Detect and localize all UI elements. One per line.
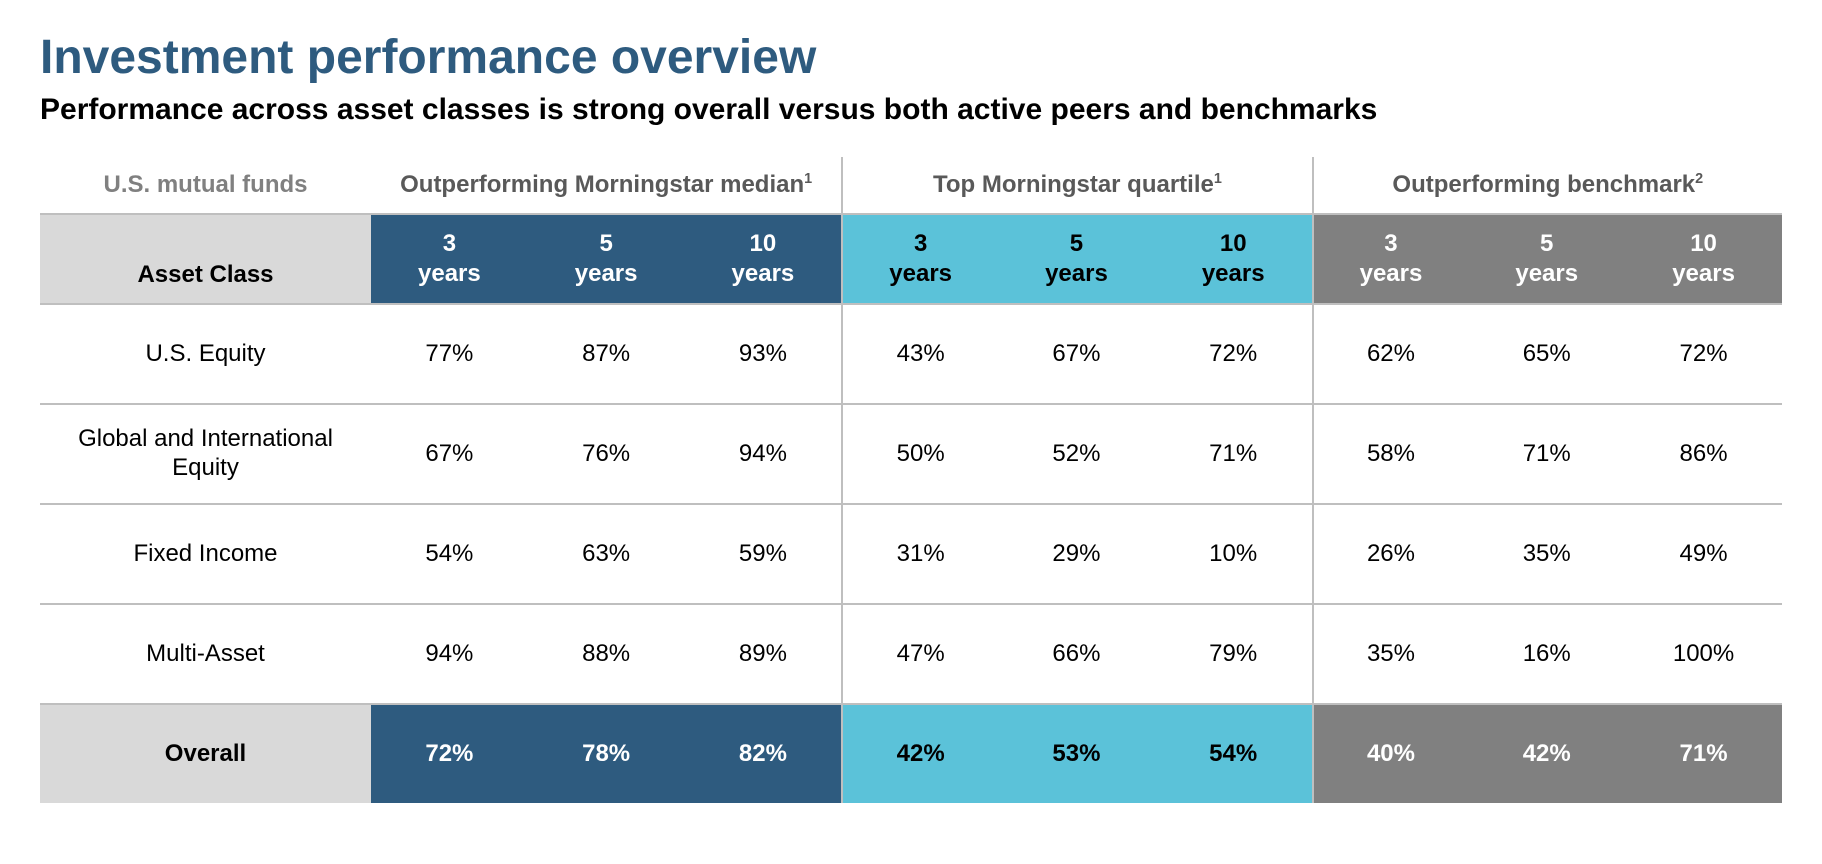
table-cell: 16%	[1468, 605, 1625, 705]
row-label: Fixed Income	[40, 505, 371, 605]
row-label: U.S. Equity	[40, 305, 371, 405]
overall-label: Overall	[40, 705, 371, 803]
table-cell: 31%	[841, 505, 998, 605]
table-cell: 43%	[841, 305, 998, 405]
table-cell: 72%	[1155, 305, 1312, 405]
table-cell: 67%	[371, 405, 528, 505]
overall-cell: 42%	[1468, 705, 1625, 803]
group-header-sup: 1	[804, 171, 812, 187]
period-header: 5years	[528, 215, 685, 305]
overall-cell: 42%	[841, 705, 998, 803]
table-cell: 65%	[1468, 305, 1625, 405]
period-header: 10years	[1155, 215, 1312, 305]
table-cell: 71%	[1155, 405, 1312, 505]
table-cell: 26%	[1312, 505, 1469, 605]
table-row: Global and International Equity67%76%94%…	[40, 405, 1782, 505]
group-header-label: Top Morningstar quartile	[933, 171, 1214, 198]
table-cell: 29%	[998, 505, 1155, 605]
table-cell: 77%	[371, 305, 528, 405]
period-header: 5years	[998, 215, 1155, 305]
period-header: 3years	[1312, 215, 1469, 305]
overall-cell: 82%	[685, 705, 842, 803]
group-header-sup: 2	[1695, 171, 1703, 187]
table-body: U.S. Equity77%87%93%43%67%72%62%65%72%Gl…	[40, 305, 1782, 803]
table-cell: 87%	[528, 305, 685, 405]
period-header: 10years	[685, 215, 842, 305]
table-cell: 72%	[1625, 305, 1782, 405]
table-cell: 50%	[841, 405, 998, 505]
table-cell: 79%	[1155, 605, 1312, 705]
overall-cell: 53%	[998, 705, 1155, 803]
overall-cell: 72%	[371, 705, 528, 803]
group-header-row: U.S. mutual funds Outperforming Mornings…	[40, 157, 1782, 215]
table-cell: 35%	[1312, 605, 1469, 705]
table-cell: 71%	[1468, 405, 1625, 505]
row-label: Multi-Asset	[40, 605, 371, 705]
table-cell: 94%	[685, 405, 842, 505]
table-cell: 35%	[1468, 505, 1625, 605]
table-cell: 100%	[1625, 605, 1782, 705]
table-cell: 52%	[998, 405, 1155, 505]
table-cell: 59%	[685, 505, 842, 605]
table-cell: 62%	[1312, 305, 1469, 405]
table-cell: 54%	[371, 505, 528, 605]
overall-cell: 71%	[1625, 705, 1782, 803]
group-header-sup: 1	[1214, 171, 1222, 187]
group-header-label: Outperforming benchmark	[1392, 171, 1695, 198]
row-label: Global and International Equity	[40, 405, 371, 505]
table-cell: 66%	[998, 605, 1155, 705]
page-title: Investment performance overview	[40, 30, 1782, 85]
overall-cell: 40%	[1312, 705, 1469, 803]
performance-table: U.S. mutual funds Outperforming Mornings…	[40, 157, 1782, 803]
period-header: 3years	[371, 215, 528, 305]
table-cell: 94%	[371, 605, 528, 705]
overall-row: Overall72%78%82%42%53%54%40%42%71%	[40, 705, 1782, 803]
table-cell: 58%	[1312, 405, 1469, 505]
group-header: Outperforming Morningstar median1	[371, 157, 841, 215]
table-cell: 88%	[528, 605, 685, 705]
table-cell: 93%	[685, 305, 842, 405]
period-header: 10years	[1625, 215, 1782, 305]
group-header: Top Morningstar quartile1	[841, 157, 1311, 215]
table-row: Multi-Asset94%88%89%47%66%79%35%16%100%	[40, 605, 1782, 705]
table-cell: 67%	[998, 305, 1155, 405]
group-header-label: Outperforming Morningstar median	[400, 171, 804, 198]
table-row: U.S. Equity77%87%93%43%67%72%62%65%72%	[40, 305, 1782, 405]
asset-class-label: Asset Class	[40, 215, 371, 305]
table-cell: 86%	[1625, 405, 1782, 505]
table-cell: 76%	[528, 405, 685, 505]
table-cell: 47%	[841, 605, 998, 705]
table-cell: 89%	[685, 605, 842, 705]
group-header: Outperforming benchmark2	[1312, 157, 1782, 215]
corner-label: U.S. mutual funds	[40, 157, 371, 215]
period-header-row: Asset Class 3years5years10years3years5ye…	[40, 215, 1782, 305]
overall-cell: 78%	[528, 705, 685, 803]
overall-cell: 54%	[1155, 705, 1312, 803]
table-row: Fixed Income54%63%59%31%29%10%26%35%49%	[40, 505, 1782, 605]
period-header: 5years	[1468, 215, 1625, 305]
page-subtitle: Performance across asset classes is stro…	[40, 93, 1782, 127]
table-cell: 10%	[1155, 505, 1312, 605]
table-cell: 63%	[528, 505, 685, 605]
period-header: 3years	[841, 215, 998, 305]
table-cell: 49%	[1625, 505, 1782, 605]
